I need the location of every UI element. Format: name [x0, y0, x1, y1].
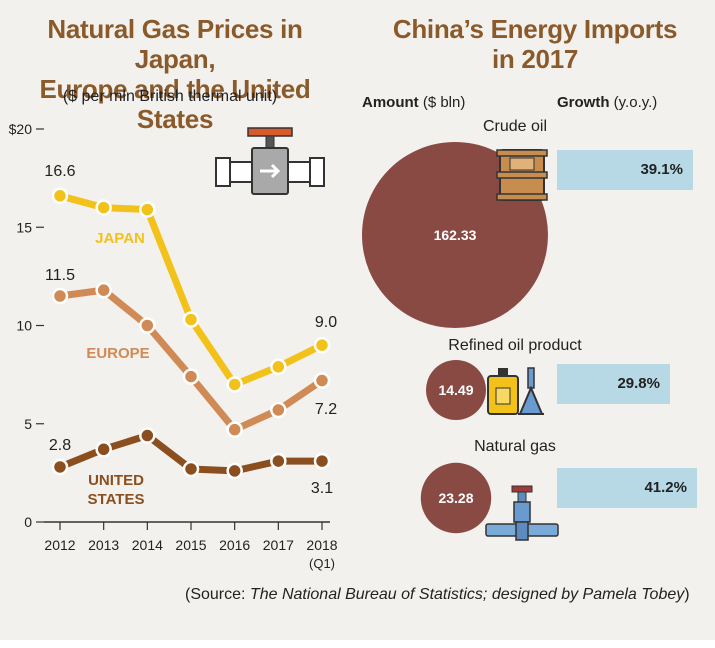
left-title: Natural Gas Prices in Japan, Europe and …: [10, 14, 340, 134]
data-point-us: [182, 460, 200, 478]
valve-pipe-icon: [215, 127, 325, 195]
gas-pipe-valve-icon: [485, 485, 559, 541]
source-suffix: ): [684, 586, 690, 603]
labels-layer: 16.6 9.0 11.5 7.2 2.8 3.1 JAPAN EUROPE UNITED STA…: [44, 163, 337, 508]
amount-header-bold: Amount: [362, 94, 419, 111]
amount-bubble-label-0: 162.33: [434, 227, 477, 243]
right-title-line1: China’s Energy Imports: [392, 14, 678, 44]
source-italic: The National Bureau of Statistics; desig…: [249, 586, 685, 603]
x-tick-sublabel: (Q1): [309, 556, 335, 571]
data-point-japan: [226, 376, 243, 393]
series-name-japan: JAPAN: [95, 230, 145, 247]
left-title-line1: Natural Gas Prices in Japan,: [47, 14, 303, 74]
growth-bar-natural-gas: 41.2%: [557, 468, 697, 508]
data-label-us-last: 3.1: [311, 480, 333, 497]
category-refined-oil: Refined oil product: [448, 337, 582, 354]
y-tick-label: $20: [9, 121, 33, 137]
amount-bubble-label-1: 14.49: [438, 382, 473, 398]
category-natural-gas: Natural gas: [474, 438, 556, 455]
data-label-europe-last: 7.2: [315, 401, 337, 418]
oil-barrel-icon: [496, 149, 548, 201]
data-point-us: [51, 458, 69, 476]
data-point-europe: [270, 401, 287, 419]
x-tick-label: 2016: [219, 537, 250, 553]
x-tick-label: 2013: [88, 537, 119, 553]
data-point-europe: [313, 372, 331, 389]
data-point-japan: [139, 201, 156, 218]
x-tick-label: 2012: [44, 537, 75, 553]
x-tick-label: 2014: [132, 537, 163, 553]
right-title: China’s Energy Imports in 2017: [370, 14, 700, 74]
series-name-us-line1: UNITED: [88, 472, 144, 489]
growth-bar-crude-oil: 39.1%: [557, 150, 693, 190]
x-axis-ticks: 2012 2013 2014 2015 2016 2017 2018 (Q1): [44, 522, 338, 571]
amount-header-unit: ($ bln): [422, 94, 466, 111]
data-label-japan-last: 9.0: [315, 314, 337, 331]
series-layer: [51, 187, 331, 480]
x-tick-label: 2017: [263, 537, 294, 553]
data-label-japan-first: 16.6: [44, 163, 75, 180]
data-point-us: [270, 452, 287, 470]
growth-header: Growth (y.o.y.): [557, 94, 657, 111]
series-name-us-line2: STATES: [88, 491, 145, 508]
growth-header-unit: (y.o.y.): [613, 94, 658, 111]
y-tick-label: 5: [24, 416, 32, 432]
data-point-europe: [182, 368, 200, 385]
data-point-europe: [226, 421, 243, 438]
gas-pump-icon: [518, 367, 544, 415]
right-title-line2: in 2017: [491, 44, 579, 74]
data-point-japan: [270, 358, 287, 376]
left-subtitle: ($ per mln British thermal unit): [62, 88, 278, 105]
data-point-europe: [95, 281, 112, 299]
y-tick-label: 15: [16, 219, 32, 235]
x-tick-label: 2015: [175, 537, 206, 553]
source-prefix: (Source:: [185, 586, 250, 603]
data-point-japan: [51, 187, 69, 205]
data-point-europe: [139, 317, 156, 334]
series-name-europe: EUROPE: [86, 345, 149, 362]
amount-bubble-2: [420, 462, 492, 534]
category-crude-oil: Crude oil: [482, 118, 548, 135]
data-point-us: [95, 441, 112, 458]
data-point-us: [226, 462, 243, 480]
data-point-japan: [313, 336, 331, 354]
x-tick-label: 2018: [306, 537, 337, 553]
oil-bottle-icon: [487, 368, 519, 415]
data-label-europe-first: 11.5: [45, 267, 75, 284]
data-point-japan: [95, 199, 112, 216]
left-title-line2: Europe and the United States: [39, 74, 311, 134]
y-axis-ticks: $20 15 10 5 0: [9, 121, 44, 530]
amount-bubble-1: [426, 360, 486, 420]
amount-header: Amount ($ bln): [362, 94, 465, 111]
data-point-japan: [182, 311, 200, 328]
source-note: (Source: The National Bureau of Statisti…: [185, 586, 690, 604]
data-label-us-first: 2.8: [49, 437, 71, 454]
data-point-europe: [51, 287, 69, 305]
amount-bubble-label-2: 23.28: [438, 490, 473, 506]
growth-header-bold: Growth: [557, 94, 610, 111]
growth-bar-refined-oil: 29.8%: [557, 364, 670, 404]
data-point-us: [313, 452, 331, 470]
data-point-us: [139, 427, 156, 444]
y-tick-label: 10: [16, 318, 32, 334]
y-tick-label: 0: [24, 514, 32, 530]
